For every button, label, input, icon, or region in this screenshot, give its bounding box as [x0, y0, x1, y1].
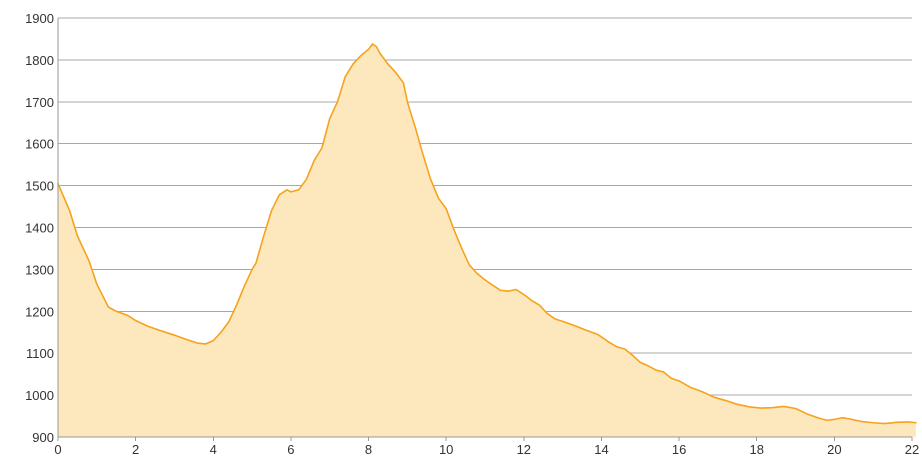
- elevation-area-fill: [58, 43, 916, 438]
- x-tick-label-22: 22: [905, 442, 919, 457]
- y-tick-label-1400: 1400: [25, 221, 54, 236]
- y-tick-label-1700: 1700: [25, 95, 54, 110]
- x-tick-label-0: 0: [54, 442, 61, 457]
- y-tick-label-1600: 1600: [25, 137, 54, 152]
- axis-layer: [57, 18, 913, 441]
- y-tick-label-1000: 1000: [25, 388, 54, 403]
- x-tick-label-18: 18: [749, 442, 763, 457]
- y-tick-labels: 900 1000 1100 1200 1300 1400 1500 1600 1700 1800 1…: [25, 11, 54, 445]
- y-tick-label-1500: 1500: [25, 179, 54, 194]
- x-tick-label-16: 16: [672, 442, 686, 457]
- x-tick-label-12: 12: [517, 442, 531, 457]
- y-tick-label-1900: 1900: [25, 11, 54, 26]
- x-tick-labels: 0 2 4 6 8 10 12 14 16 18 20 22: [54, 442, 919, 457]
- x-tick-label-6: 6: [287, 442, 294, 457]
- x-tick-label-4: 4: [210, 442, 217, 457]
- y-tick-label-900: 900: [32, 430, 54, 445]
- area-layer: [57, 43, 917, 438]
- x-tick-label-10: 10: [439, 442, 453, 457]
- x-tick-label-2: 2: [132, 442, 139, 457]
- y-tick-label-1300: 1300: [25, 262, 54, 277]
- x-tick-label-8: 8: [365, 442, 372, 457]
- x-tick-label-20: 20: [827, 442, 841, 457]
- y-tick-label-1800: 1800: [25, 53, 54, 68]
- elevation-line: [57, 43, 917, 425]
- y-tick-label-1200: 1200: [25, 304, 54, 319]
- x-tick-label-14: 14: [594, 442, 608, 457]
- y-tick-label-1100: 1100: [26, 346, 54, 361]
